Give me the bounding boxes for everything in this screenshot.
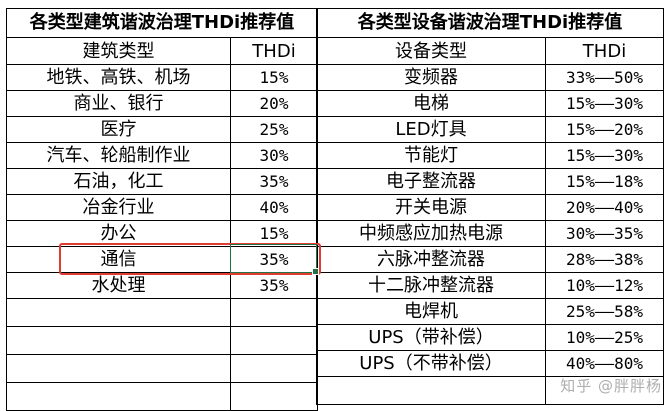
building-type-cell[interactable]: 汽车、轮船制作业 (6, 142, 231, 169)
empty-cell[interactable] (6, 354, 231, 383)
equipment-type-cell[interactable]: 节能灯 (316, 142, 546, 169)
building-type-cell[interactable]: 冶金行业 (6, 194, 231, 221)
thdi-cell[interactable]: 25% (230, 116, 318, 143)
thdi-range-cell[interactable]: 15%——18% (545, 168, 664, 195)
table-row: 十二脉冲整流器 10%——12% (316, 272, 664, 299)
watermark: 知乎 @胖胖杨 (560, 377, 662, 395)
thdi-range-cell[interactable]: 33%——50% (545, 64, 664, 91)
empty-cell[interactable] (230, 326, 318, 355)
equipment-type-cell[interactable]: 变频器 (316, 64, 546, 91)
equipment-type-cell[interactable]: LED灯具 (316, 116, 546, 143)
left-header-type[interactable]: 建筑类型 (6, 37, 231, 65)
table-row: 地铁、高铁、机场 15% (6, 64, 318, 91)
empty-row (316, 376, 664, 405)
thdi-range-cell[interactable]: 25%——58% (545, 298, 664, 325)
table-row: 石油，化工 35% (6, 168, 318, 195)
equipment-type-cell[interactable]: 电焊机 (316, 298, 546, 325)
thdi-range-cell[interactable]: 15%——20% (545, 116, 664, 143)
table-row: 水处理 35% (6, 272, 318, 299)
table-row: 电焊机 25%——58% (316, 298, 664, 325)
right-header-thdi[interactable]: THDi (545, 37, 664, 65)
thdi-range-cell[interactable]: 15%——30% (545, 142, 664, 169)
thdi-range-cell[interactable]: 20%——40% (545, 194, 664, 221)
building-thdi-table: 各类型建筑谐波治理THDi推荐值 建筑类型 THDi 地铁、高铁、机场 15% … (6, 8, 318, 411)
thdi-range-cell[interactable]: 10%——25% (545, 324, 664, 351)
left-header-thdi[interactable]: THDi (230, 37, 318, 65)
thdi-cell[interactable]: 20% (230, 90, 318, 117)
table-row: 变频器 33%——50% (316, 64, 664, 91)
table-row: LED灯具 15%——20% (316, 116, 664, 143)
table-row: 办公 15% (6, 220, 318, 247)
right-header-type[interactable]: 设备类型 (316, 37, 546, 65)
equipment-type-cell[interactable]: 十二脉冲整流器 (316, 272, 546, 299)
table-row: 汽车、轮船制作业 30% (6, 142, 318, 169)
thdi-cell[interactable]: 35% (230, 272, 318, 299)
thdi-range-cell[interactable]: 40%——80% (545, 350, 664, 377)
thdi-range-cell[interactable]: 30%——35% (545, 220, 664, 247)
table-row: 开关电源 20%——40% (316, 194, 664, 221)
building-type-cell[interactable]: 通信 (6, 246, 231, 273)
table-row: 商业、银行 20% (6, 90, 318, 117)
empty-cell[interactable] (316, 376, 546, 405)
equipment-type-cell[interactable]: 六脉冲整流器 (316, 246, 546, 273)
equipment-type-cell[interactable]: UPS（带补偿） (316, 324, 546, 351)
thdi-range-cell[interactable]: 15%——30% (545, 90, 664, 117)
left-table-title[interactable]: 各类型建筑谐波治理THDi推荐值 (6, 8, 318, 38)
empty-cell[interactable] (6, 382, 231, 411)
table-row: UPS（带补偿） 10%——25% (316, 324, 664, 351)
table-row: 节能灯 15%——30% (316, 142, 664, 169)
equipment-type-cell[interactable]: 开关电源 (316, 194, 546, 221)
thdi-cell[interactable]: 15% (230, 64, 318, 91)
table-row: 医疗 25% (6, 116, 318, 143)
table-row: UPS（不带补偿） 40%——80% (316, 350, 664, 377)
thdi-cell-selected[interactable]: 35% (230, 246, 318, 273)
equipment-type-cell[interactable]: 电梯 (316, 90, 546, 117)
building-type-cell[interactable]: 水处理 (6, 272, 231, 299)
building-type-cell[interactable]: 石油，化工 (6, 168, 231, 195)
empty-row (6, 354, 318, 383)
thdi-range-cell[interactable]: 28%——38% (545, 246, 664, 273)
empty-cell[interactable] (6, 326, 231, 355)
building-type-cell[interactable]: 商业、银行 (6, 90, 231, 117)
empty-cell[interactable] (230, 298, 318, 327)
right-table-title[interactable]: 各类型设备谐波治理THDi推荐值 (316, 8, 664, 38)
equipment-thdi-table: 各类型设备谐波治理THDi推荐值 设备类型 THDi 变频器 33%——50% … (316, 8, 664, 405)
equipment-type-cell[interactable]: UPS（不带补偿） (316, 350, 546, 377)
table-row: 中频感应加热电源 30%——35% (316, 220, 664, 247)
thdi-cell[interactable]: 40% (230, 194, 318, 221)
empty-cell[interactable] (6, 298, 231, 327)
thdi-cell[interactable]: 15% (230, 220, 318, 247)
empty-row (6, 298, 318, 327)
building-type-cell[interactable]: 地铁、高铁、机场 (6, 64, 231, 91)
building-type-cell[interactable]: 医疗 (6, 116, 231, 143)
empty-cell[interactable] (230, 382, 318, 411)
table-row: 电梯 15%——30% (316, 90, 664, 117)
thdi-range-cell[interactable]: 10%——12% (545, 272, 664, 299)
thdi-cell[interactable]: 35% (230, 168, 318, 195)
table-row: 电子整流器 15%——18% (316, 168, 664, 195)
building-type-cell[interactable]: 办公 (6, 220, 231, 247)
empty-cell[interactable] (545, 376, 664, 405)
table-row: 冶金行业 40% (6, 194, 318, 221)
thdi-cell[interactable]: 30% (230, 142, 318, 169)
empty-cell[interactable] (230, 354, 318, 383)
empty-row (6, 382, 318, 411)
equipment-type-cell[interactable]: 电子整流器 (316, 168, 546, 195)
table-row-highlighted: 通信 35% (6, 246, 318, 273)
empty-row (6, 326, 318, 355)
table-row: 六脉冲整流器 28%——38% (316, 246, 664, 273)
equipment-type-cell[interactable]: 中频感应加热电源 (316, 220, 546, 247)
